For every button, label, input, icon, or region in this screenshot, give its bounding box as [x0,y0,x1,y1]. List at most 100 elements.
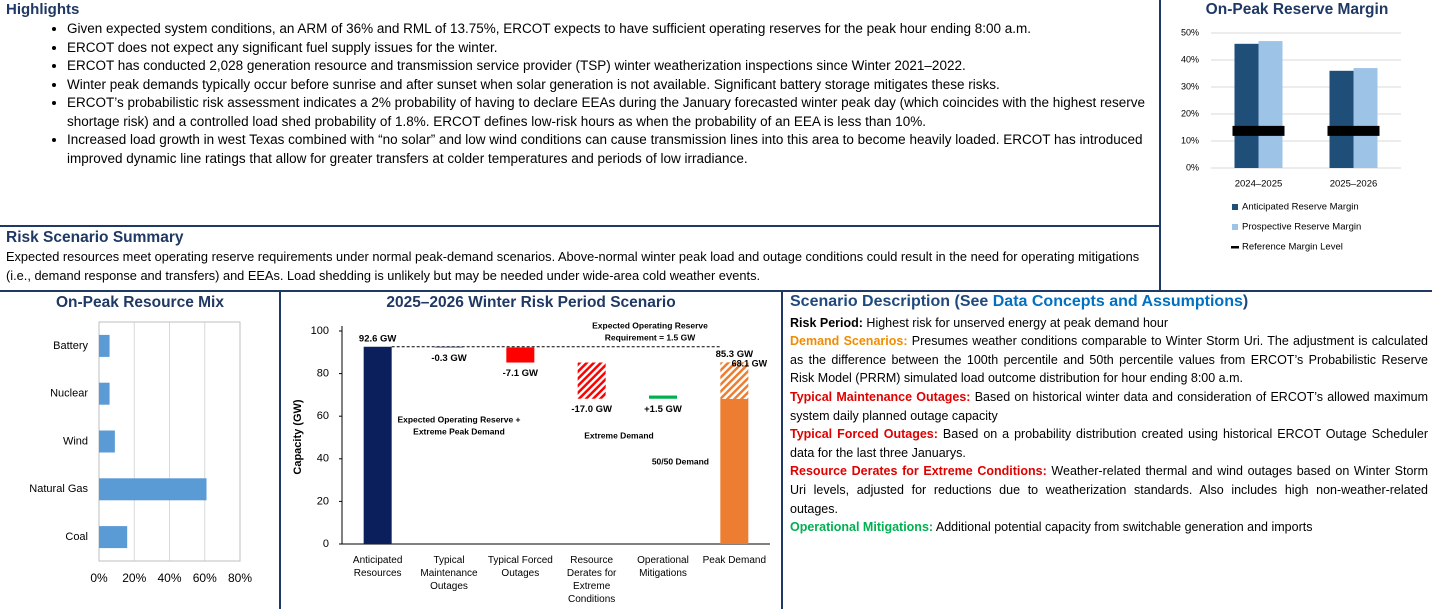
bar [649,395,677,399]
legend-label: Anticipated Reserve Margin [1242,202,1359,213]
annotation: Requirement = 1.5 GW [605,332,696,342]
bar [506,347,535,363]
bullet: ERCOT does not expect any significant fu… [67,39,1157,58]
divider [0,290,1432,292]
bar [1234,43,1259,168]
bullet: Increased load growth in west Texas comb… [67,131,1157,168]
bullet: ERCOT has conducted 2,028 generation res… [67,57,1157,76]
y-tick-label: 10% [1181,135,1199,145]
annotation: 50/50 Demand [652,456,709,466]
description-item: Risk Period: Highest risk for unserved e… [790,314,1428,333]
description-item: Demand Scenarios: Presumes weather condi… [790,332,1428,388]
item-label: Typical Forced Outages: [790,427,938,442]
bar-segment [720,362,749,399]
summary-text: Expected resources meet operating reserv… [6,249,1140,283]
item-text: Based on a probability distribution crea… [790,427,1428,460]
legend-label: Prospective Reserve Margin [1242,222,1361,233]
y-tick-label: 40% [1181,54,1199,64]
y-axis-title: Capacity (GW) [292,399,304,475]
data-label: -7.1 GW [503,368,538,379]
divider [0,225,1160,227]
y-tick-label: 20 [317,495,329,507]
item-label: Operational Mitigations: [790,520,934,535]
x-tick-label: Typical Forced Outages [487,555,553,579]
data-label: -17.0 GW [571,404,612,415]
divider [1159,0,1161,291]
y-tick-label: 60 [317,410,329,422]
x-tick-label: 2024–2025 [1235,179,1283,190]
x-tick-label: 20% [122,571,146,585]
bar [99,334,110,357]
y-tick-label: 100 [311,325,329,337]
legend-swatch [1232,204,1238,210]
chart-title: On-Peak Resource Mix [56,294,224,311]
data-label: 68.1 GW [732,358,768,368]
x-tick-label: 60% [193,571,217,585]
x-tick-label: 2025–2026 [1330,179,1378,190]
section-title: Scenario Description (See Data Concepts … [790,293,1428,312]
y-tick-label: Battery [53,340,88,352]
bar [577,362,606,399]
bullet: Winter peak demands typically occur befo… [67,76,1157,95]
bar [99,478,207,501]
x-tick-label: Anticipated Resources [352,555,403,579]
data-label: -0.3 GW [431,353,466,364]
x-tick-label: Resource Derates for Extreme Conditions [566,555,617,605]
data-label: 92.6 GW [359,333,397,344]
y-tick-label: 80 [317,368,329,380]
title-text: ) [1242,293,1249,310]
section-title: Highlights [6,1,80,18]
y-tick-label: Nuclear [50,388,88,400]
risk-summary: Risk Scenario Summary Expected resources… [6,229,1154,285]
y-tick-label: 0 [323,538,329,550]
section-title: Risk Scenario Summary [6,229,184,246]
item-label: Typical Maintenance Outages: [790,389,971,404]
description-item: Typical Forced Outages: Based on a proba… [790,425,1428,462]
y-tick-label: 30% [1181,81,1199,91]
chart-title: On-Peak Reserve Margin [1206,1,1389,18]
item-text: Weather-related thermal and wind outages… [790,464,1428,516]
x-tick-label: 40% [157,571,181,585]
highlights: Highlights Given expected system conditi… [6,1,1157,168]
item-text: Highest risk for unserved energy at peak… [866,315,1168,330]
x-tick-label: Peak Demand [702,555,767,566]
item-text: Presumes weather conditions comparable t… [790,334,1428,386]
reserve-margin-chart: On-Peak Reserve Margin 0% 10% 20% 30% 40% 50% 2… [1181,1,1401,253]
chart-title: 2025–2026 Winter Risk Period Scenario [386,294,675,311]
bar [99,526,128,549]
bar [363,346,392,544]
annotation: Extreme Peak Demand [413,426,505,436]
data-label: +1.5 GW [644,404,682,415]
link[interactable]: Data Concepts and Assumptions [992,293,1243,310]
bullet: Given expected system conditions, an ARM… [67,20,1157,39]
reference-marker [1232,125,1285,136]
x-tick-label: Operational Mitigations [637,555,689,579]
y-tick-label: 0% [1186,162,1199,172]
y-tick-label: Natural Gas [29,483,88,495]
legend-swatch [1231,246,1239,249]
bullet: ERCOT’s probabilistic risk assessment in… [67,94,1157,131]
y-tick-label: 40 [317,453,329,465]
item-label: Resource Derates for Extreme Conditions: [790,464,1047,479]
bar [1329,70,1354,168]
waterfall-chart: 2025–2026 Winter Risk Period Scenario Cap… [292,294,770,550]
bar [1258,41,1283,168]
resource-mix-chart: On-Peak Resource Mix 0% 20% 40% 60% 80% Batter… [29,294,252,585]
bar [1353,68,1378,168]
description-item: Resource Derates for Extreme Conditions:… [790,462,1428,518]
y-tick-label: Coal [65,531,88,543]
x-tick-label: Typical Maintenance Outages [420,555,478,592]
scenario-description: Scenario Description (See Data Concepts … [790,293,1428,537]
data-label: 85.3 GW [716,349,754,360]
annotation: Extreme Demand [584,430,653,440]
y-tick-label: Wind [63,435,88,447]
title-text: Scenario Description (See [790,293,989,310]
description-item: Operational Mitigations: Additional pote… [790,518,1428,537]
legend-label: Reference Margin Level [1242,242,1343,253]
reference-marker [1327,125,1380,136]
annotation: Expected Operating Reserve + [397,414,520,424]
divider [279,292,281,609]
bar [99,430,115,453]
annotation: Expected Operating Reserve [592,320,708,330]
